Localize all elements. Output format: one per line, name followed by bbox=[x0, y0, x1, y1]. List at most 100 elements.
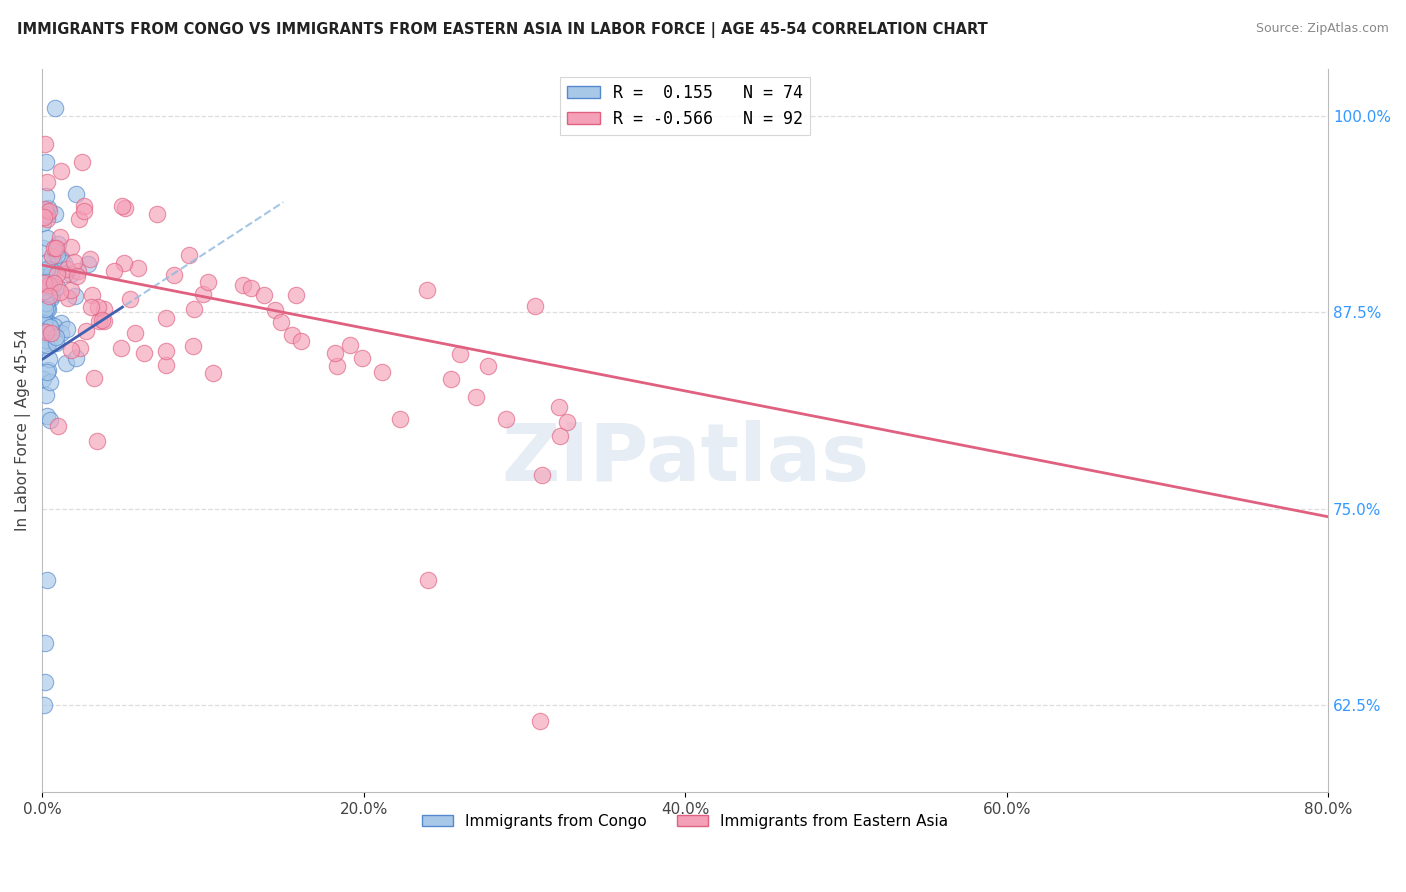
Point bbox=[183, 339, 205, 353]
Point bbox=[127, 260, 149, 275]
Point bbox=[45, 240, 67, 254]
Point bbox=[39, 375, 62, 389]
Legend: Immigrants from Congo, Immigrants from Eastern Asia: Immigrants from Congo, Immigrants from E… bbox=[416, 808, 955, 835]
Point bbox=[44, 101, 66, 115]
Point bbox=[37, 301, 59, 315]
Point bbox=[290, 334, 312, 348]
Point bbox=[34, 277, 56, 291]
Point bbox=[323, 346, 346, 360]
Point bbox=[39, 267, 62, 281]
Point bbox=[35, 333, 58, 347]
Point bbox=[51, 316, 73, 330]
Point bbox=[352, 351, 374, 365]
Point bbox=[555, 415, 578, 429]
Point bbox=[38, 271, 60, 285]
Point bbox=[155, 359, 177, 373]
Point bbox=[37, 315, 59, 329]
Point bbox=[46, 248, 69, 262]
Point bbox=[73, 203, 96, 218]
Point bbox=[34, 327, 56, 342]
Point bbox=[46, 418, 69, 433]
Point bbox=[529, 714, 551, 729]
Point bbox=[32, 325, 55, 339]
Point bbox=[440, 372, 463, 386]
Point bbox=[35, 175, 58, 189]
Point bbox=[63, 255, 86, 269]
Point bbox=[45, 336, 67, 351]
Point bbox=[44, 207, 66, 221]
Point bbox=[46, 236, 69, 251]
Point bbox=[547, 400, 569, 414]
Point bbox=[339, 338, 361, 352]
Point bbox=[46, 279, 69, 293]
Point bbox=[42, 318, 65, 333]
Point bbox=[35, 573, 58, 587]
Point bbox=[48, 285, 70, 300]
Point bbox=[548, 429, 571, 443]
Point bbox=[32, 698, 55, 713]
Point bbox=[37, 302, 59, 317]
Point bbox=[285, 288, 308, 302]
Point bbox=[49, 326, 72, 341]
Point bbox=[37, 201, 59, 215]
Point bbox=[523, 299, 546, 313]
Point bbox=[75, 324, 97, 338]
Point bbox=[41, 287, 63, 301]
Point bbox=[240, 281, 263, 295]
Point bbox=[253, 288, 276, 302]
Point bbox=[70, 155, 93, 169]
Point bbox=[34, 274, 56, 288]
Point bbox=[326, 359, 349, 373]
Point bbox=[370, 365, 392, 379]
Point bbox=[41, 326, 63, 340]
Point bbox=[89, 313, 111, 327]
Point bbox=[35, 155, 58, 169]
Point bbox=[35, 340, 58, 354]
Point bbox=[38, 413, 60, 427]
Point bbox=[38, 351, 60, 366]
Point bbox=[32, 298, 55, 312]
Point bbox=[38, 320, 60, 334]
Point bbox=[232, 277, 254, 292]
Point bbox=[67, 211, 90, 226]
Point bbox=[35, 325, 58, 339]
Point bbox=[132, 346, 155, 360]
Point bbox=[112, 256, 135, 270]
Point bbox=[155, 344, 177, 359]
Point bbox=[37, 285, 59, 300]
Point bbox=[34, 202, 56, 217]
Point bbox=[55, 355, 77, 369]
Point bbox=[34, 674, 56, 689]
Point bbox=[72, 199, 94, 213]
Point bbox=[416, 573, 439, 587]
Point bbox=[193, 286, 215, 301]
Text: IMMIGRANTS FROM CONGO VS IMMIGRANTS FROM EASTERN ASIA IN LABOR FORCE | AGE 45-54: IMMIGRANTS FROM CONGO VS IMMIGRANTS FROM… bbox=[17, 22, 987, 38]
Point bbox=[38, 277, 60, 292]
Point bbox=[34, 277, 56, 291]
Point bbox=[32, 372, 55, 386]
Point bbox=[464, 390, 486, 404]
Text: Source: ZipAtlas.com: Source: ZipAtlas.com bbox=[1256, 22, 1389, 36]
Y-axis label: In Labor Force | Age 45-54: In Labor Force | Age 45-54 bbox=[15, 329, 31, 532]
Point bbox=[34, 388, 56, 402]
Point bbox=[79, 301, 101, 315]
Point bbox=[34, 136, 56, 151]
Point bbox=[32, 241, 55, 255]
Point bbox=[38, 289, 60, 303]
Point bbox=[37, 334, 59, 349]
Point bbox=[65, 187, 87, 202]
Point bbox=[69, 341, 91, 355]
Point bbox=[44, 241, 66, 255]
Point bbox=[37, 363, 59, 377]
Point bbox=[77, 257, 100, 271]
Point bbox=[32, 216, 55, 230]
Point bbox=[34, 635, 56, 649]
Point bbox=[270, 315, 292, 329]
Point bbox=[35, 261, 58, 276]
Point bbox=[32, 210, 55, 224]
Point bbox=[449, 347, 471, 361]
Point bbox=[35, 189, 58, 203]
Point bbox=[56, 291, 79, 305]
Point bbox=[146, 206, 169, 220]
Point bbox=[42, 278, 65, 293]
